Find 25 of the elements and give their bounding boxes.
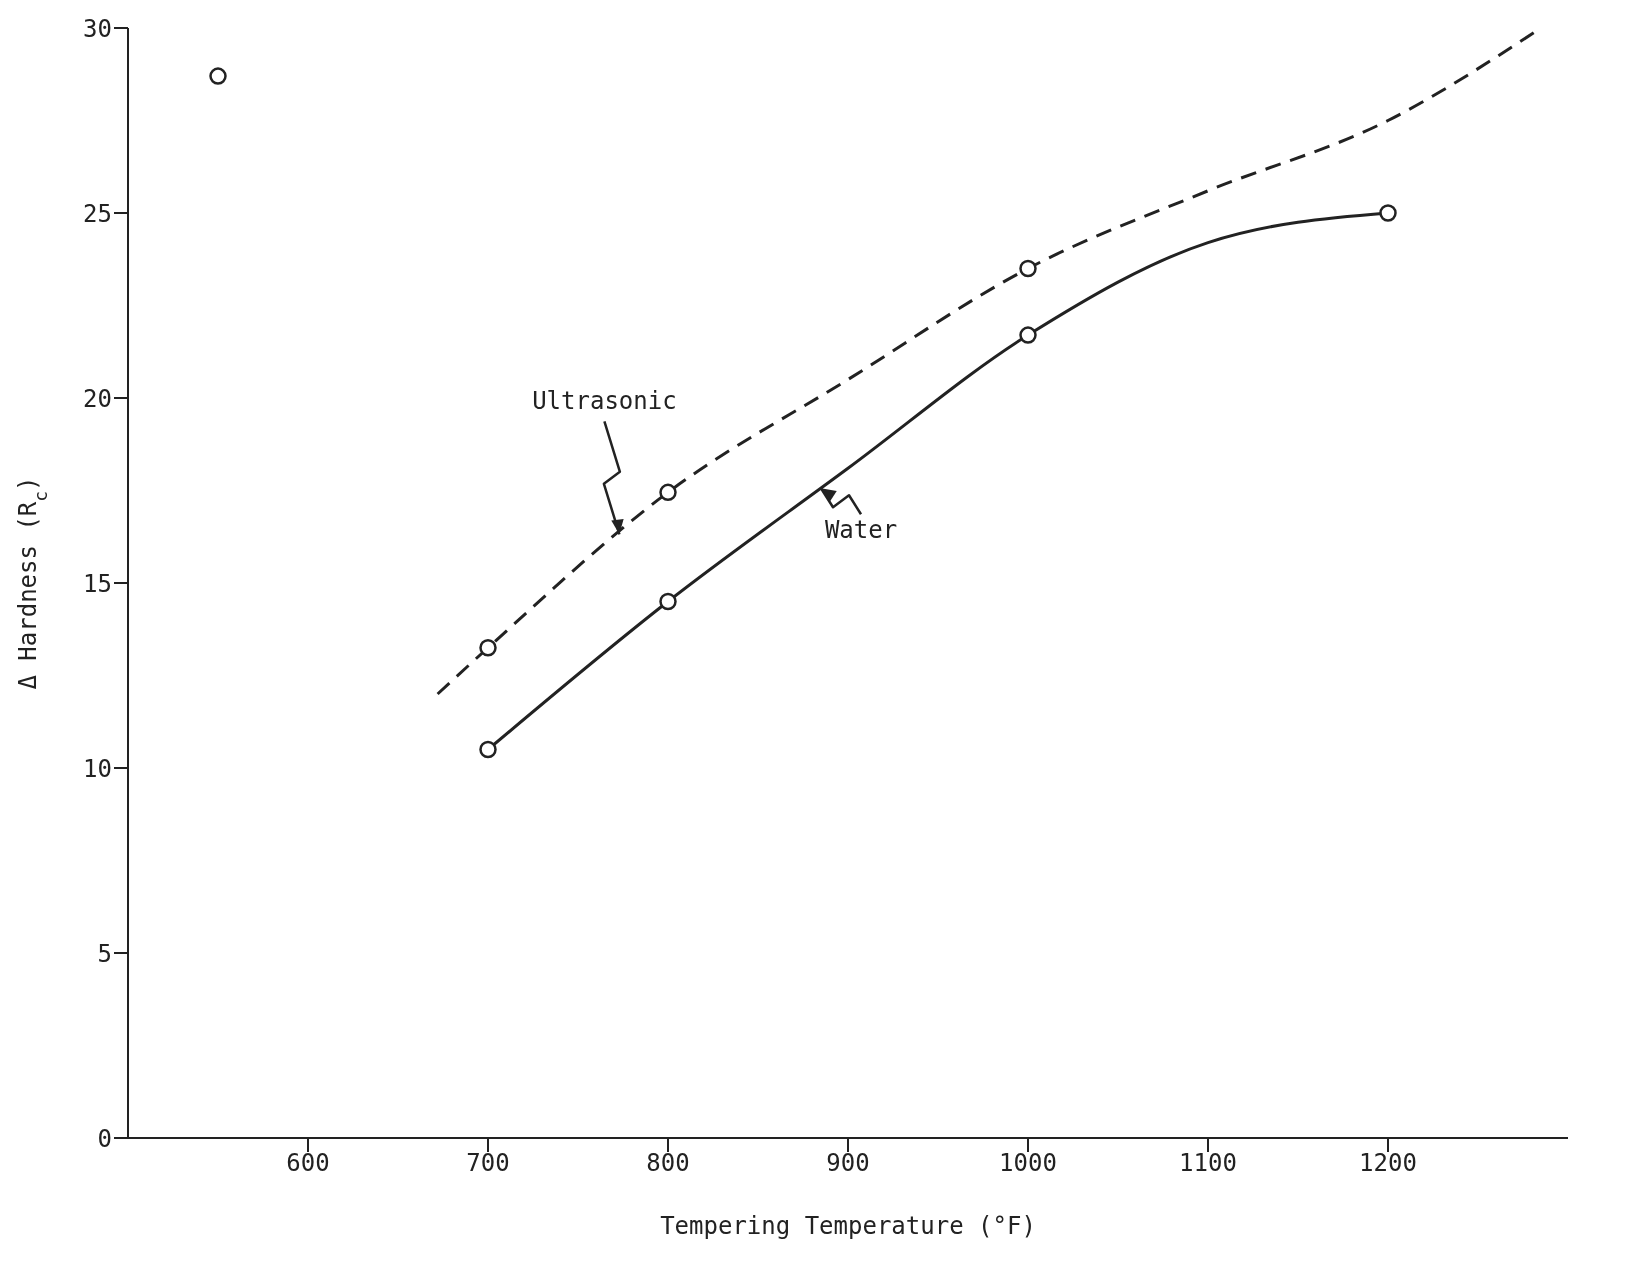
- y-tick-label: 5: [97, 939, 112, 968]
- y-tick-label: 15: [83, 569, 112, 598]
- point: [1379, 204, 1397, 222]
- point: [1019, 326, 1037, 344]
- x-tick-label: 1000: [999, 1149, 1057, 1178]
- point: [659, 592, 677, 611]
- x-tick-label: 800: [646, 1149, 690, 1178]
- y-tick-label: 20: [83, 384, 112, 413]
- y-tick-label: 30: [83, 14, 112, 43]
- x-tick-label: 600: [286, 1149, 330, 1178]
- x-tick-label: 700: [466, 1149, 510, 1178]
- x-tick-label: 900: [826, 1149, 870, 1178]
- point: [479, 639, 497, 657]
- y-tick-label: 10: [83, 754, 112, 783]
- legend-label: Water: [824, 516, 898, 545]
- x-tick-label: 1200: [1359, 1149, 1417, 1178]
- point: [659, 483, 677, 502]
- x-tick-label: 1100: [1179, 1149, 1237, 1178]
- x-axis-title: Tempering Temperature (°F): [660, 1212, 1036, 1240]
- point: [1019, 259, 1037, 278]
- y-tick-label: 0: [97, 1124, 112, 1153]
- y-tick-label: 25: [83, 199, 112, 228]
- text: Ultrasonic: [532, 387, 677, 416]
- point: [209, 67, 227, 85]
- point: [479, 740, 497, 759]
